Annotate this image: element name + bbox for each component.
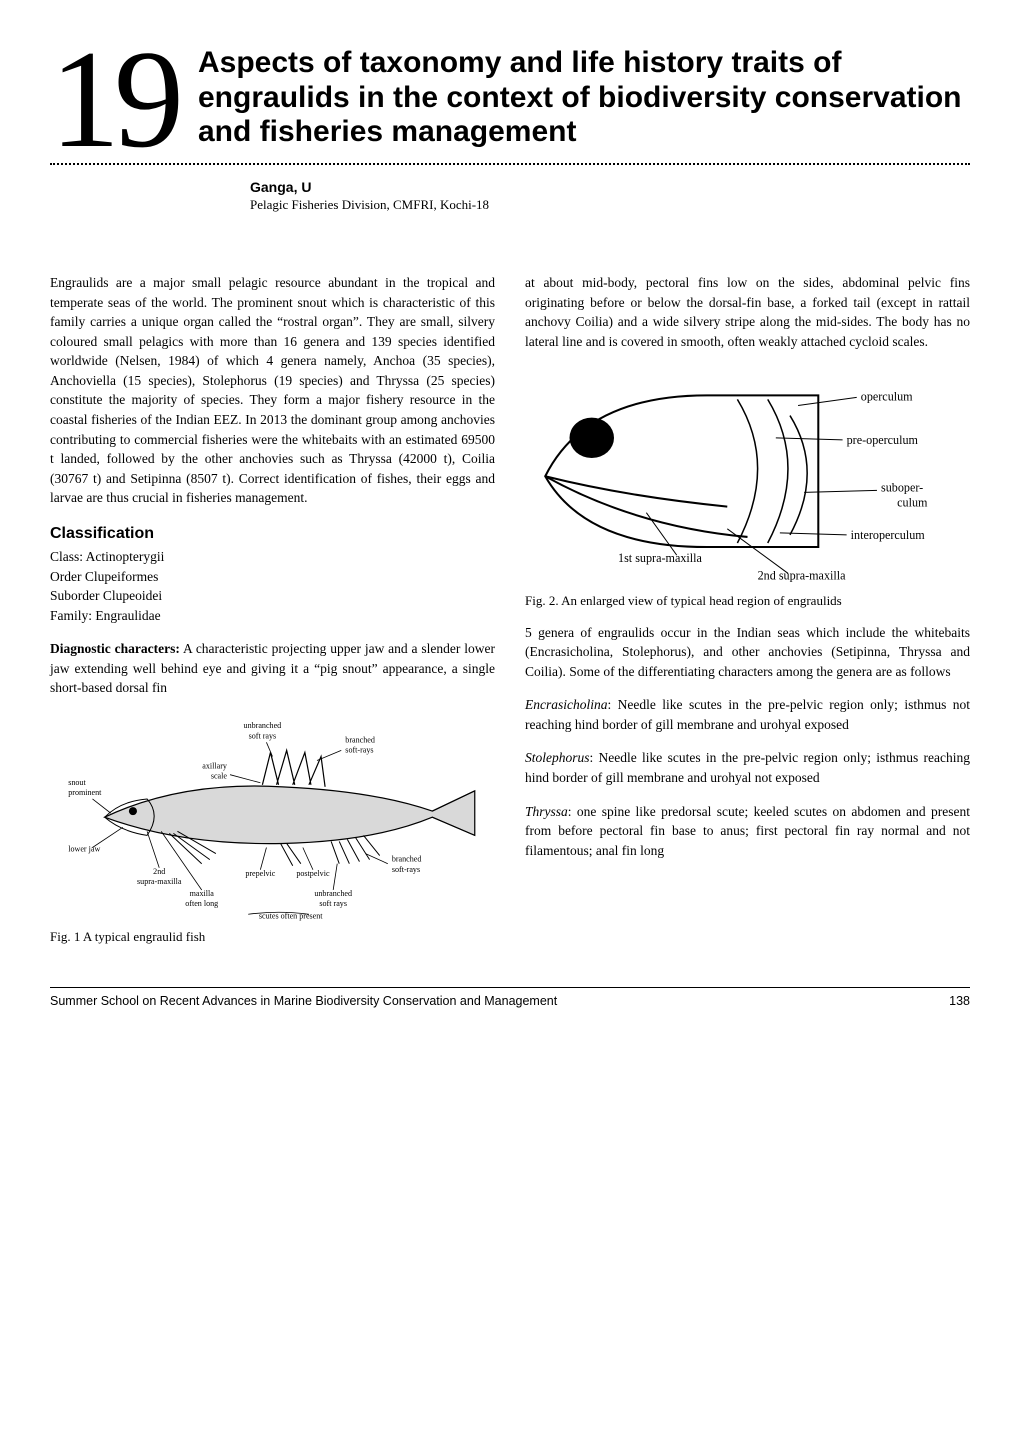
svg-text:scutes often present: scutes often present — [259, 911, 323, 920]
class-line: Family: Engraulidae — [50, 606, 495, 626]
genus-name: Thryssa — [525, 804, 568, 819]
svg-text:maxilla: maxilla — [190, 889, 215, 898]
fish-diagram-icon: unbranchedsoft raysbranchedsoft-raysaxil… — [50, 712, 495, 924]
svg-text:suboper-: suboper- — [881, 481, 923, 495]
svg-text:soft rays: soft rays — [249, 731, 277, 740]
diagnostic-label: Diagnostic characters: — [50, 641, 180, 656]
svg-text:unbranched: unbranched — [314, 889, 352, 898]
body-paragraph: 5 genera of engraulids occur in the Indi… — [525, 623, 970, 682]
svg-text:snout: snout — [68, 778, 86, 787]
svg-text:unbranched: unbranched — [244, 721, 282, 730]
genus-paragraph: Thryssa: one spine like predorsal scute;… — [525, 802, 970, 861]
two-column-layout: Engraulids are a major small pelagic res… — [50, 273, 970, 959]
dotted-divider — [50, 163, 970, 165]
genus-paragraph: Encrasicholina: Needle like scutes in th… — [525, 695, 970, 734]
svg-text:postpelvic: postpelvic — [296, 869, 330, 878]
diagnostic-paragraph: Diagnostic characters: A characteristic … — [50, 639, 495, 698]
svg-text:2nd supra-maxilla: 2nd supra-maxilla — [758, 569, 847, 583]
svg-text:often long: often long — [185, 899, 218, 908]
genus-name: Stolephorus — [525, 750, 590, 765]
svg-text:soft-rays: soft-rays — [345, 745, 373, 754]
svg-text:lower jaw: lower jaw — [68, 844, 100, 853]
figure-1: unbranchedsoft raysbranchedsoft-raysaxil… — [50, 712, 495, 924]
svg-text:branched: branched — [345, 735, 375, 744]
genus-body: : Needle like scutes in the pre-pelvic r… — [525, 750, 970, 785]
genus-paragraph: Stolephorus: Needle like scutes in the p… — [525, 748, 970, 787]
genus-name: Encrasicholina — [525, 697, 608, 712]
svg-text:operculum: operculum — [861, 390, 913, 404]
svg-text:branched: branched — [392, 855, 422, 864]
svg-text:pre-operculum: pre-operculum — [847, 433, 919, 447]
figure-2-caption: Fig. 2. An enlarged view of typical head… — [525, 592, 970, 611]
classification-lines: Class: Actinopterygii Order Clupeiformes… — [50, 547, 495, 625]
author-name: Ganga, U — [250, 179, 970, 195]
svg-text:prepelvic: prepelvic — [245, 869, 275, 878]
body-paragraph: at about mid-body, pectoral fins low on … — [525, 273, 970, 351]
figure-2: operculum pre-operculum suboper-culum inter… — [525, 365, 970, 588]
class-line: Suborder Clupeoidei — [50, 586, 495, 606]
author-block: Ganga, U Pelagic Fisheries Division, CMF… — [250, 179, 970, 213]
svg-text:axillary: axillary — [202, 762, 227, 771]
page-title: Aspects of taxonomy and life history tra… — [198, 40, 970, 150]
svg-text:1st supra-maxilla: 1st supra-maxilla — [618, 551, 702, 565]
svg-text:supra-maxilla: supra-maxilla — [137, 877, 182, 886]
svg-text:culum: culum — [897, 496, 928, 510]
footer-text: Summer School on Recent Advances in Mari… — [50, 994, 557, 1008]
svg-text:soft-rays: soft-rays — [392, 865, 420, 874]
figure-1-caption: Fig. 1 A typical engraulid fish — [50, 928, 495, 947]
svg-text:soft rays: soft rays — [319, 899, 347, 908]
svg-text:interoperculum: interoperculum — [851, 528, 926, 542]
class-line: Class: Actinopterygii — [50, 547, 495, 567]
classification-heading: Classification — [50, 522, 495, 545]
genus-body: : one spine like predorsal scute; keeled… — [525, 804, 970, 858]
page-footer: Summer School on Recent Advances in Mari… — [50, 987, 970, 1008]
svg-text:2nd: 2nd — [153, 867, 165, 876]
intro-paragraph: Engraulids are a major small pelagic res… — [50, 273, 495, 508]
fish-head-diagram-icon: operculum pre-operculum suboper-culum inter… — [525, 365, 970, 588]
chapter-number: 19 — [50, 40, 178, 159]
left-column: Engraulids are a major small pelagic res… — [50, 273, 495, 959]
header-row: 19 Aspects of taxonomy and life history … — [50, 40, 970, 159]
page-number: 138 — [949, 994, 970, 1008]
right-column: at about mid-body, pectoral fins low on … — [525, 273, 970, 959]
class-line: Order Clupeiformes — [50, 567, 495, 587]
author-affiliation: Pelagic Fisheries Division, CMFRI, Kochi… — [250, 197, 970, 213]
svg-text:scale: scale — [211, 772, 228, 781]
svg-text:prominent: prominent — [68, 788, 102, 797]
